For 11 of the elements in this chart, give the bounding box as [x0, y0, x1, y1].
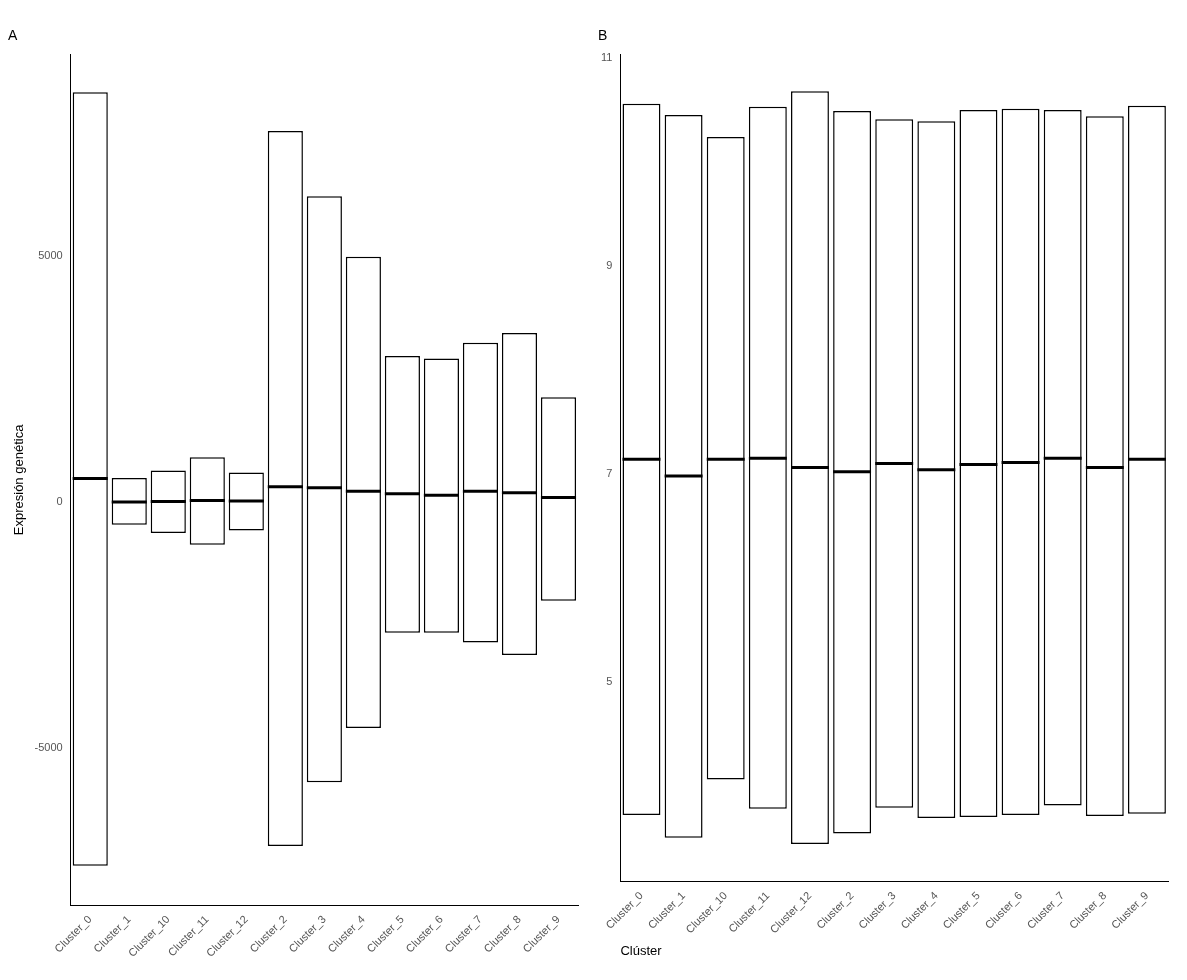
y-tick-label: 9: [606, 258, 613, 271]
y-tick-label: 5000: [38, 249, 63, 262]
y-tick-label: 5: [606, 674, 613, 687]
chart-title: B: [598, 27, 608, 44]
x-axis-title: Clúster: [620, 942, 663, 958]
chart-title: A: [8, 27, 18, 44]
y-tick-label: 11: [601, 50, 613, 63]
y-axis-title: Expresión genética: [11, 423, 27, 536]
y-tick-label: 7: [606, 466, 613, 479]
y-tick-label: -5000: [34, 740, 63, 753]
y-tick-label: 0: [56, 495, 63, 508]
